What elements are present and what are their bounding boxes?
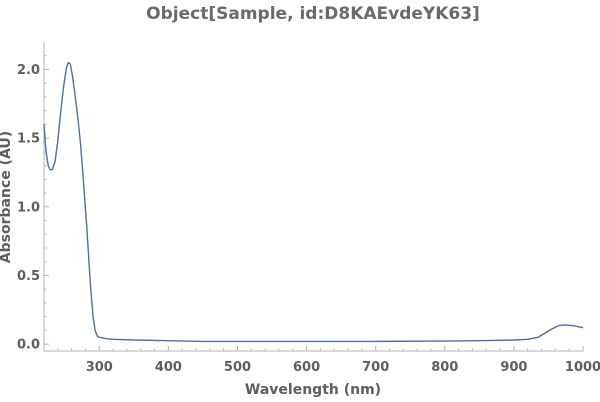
y-axis-label: Absorbance (AU)	[0, 131, 14, 263]
y-tick-label: 0.5	[17, 269, 40, 284]
x-tick-label: 700	[362, 360, 389, 375]
absorbance-series-line	[43, 61, 584, 343]
x-axis-ticks: 300 400 500 600 700 800 900 1000	[57, 346, 600, 375]
chart-title: Object[Sample, id:D8KAEvdeYK63]	[146, 4, 480, 24]
x-tick-label: 400	[155, 360, 182, 375]
y-tick-label: 1.0	[17, 200, 40, 215]
y-axis-ticks: 0.0 0.5 1.0 1.5 2.0	[17, 55, 49, 353]
y-tick-label: 1.5	[17, 132, 40, 147]
x-tick-label: 500	[224, 360, 251, 375]
y-tick-label: 2.0	[17, 63, 40, 78]
y-tick-label: 0.0	[17, 338, 40, 353]
x-tick-label: 300	[86, 360, 113, 375]
x-tick-label: 900	[500, 360, 527, 375]
x-tick-label: 800	[431, 360, 458, 375]
x-tick-label: 1000	[565, 360, 600, 375]
x-tick-label: 600	[293, 360, 320, 375]
x-axis-label: Wavelength (nm)	[245, 382, 381, 398]
